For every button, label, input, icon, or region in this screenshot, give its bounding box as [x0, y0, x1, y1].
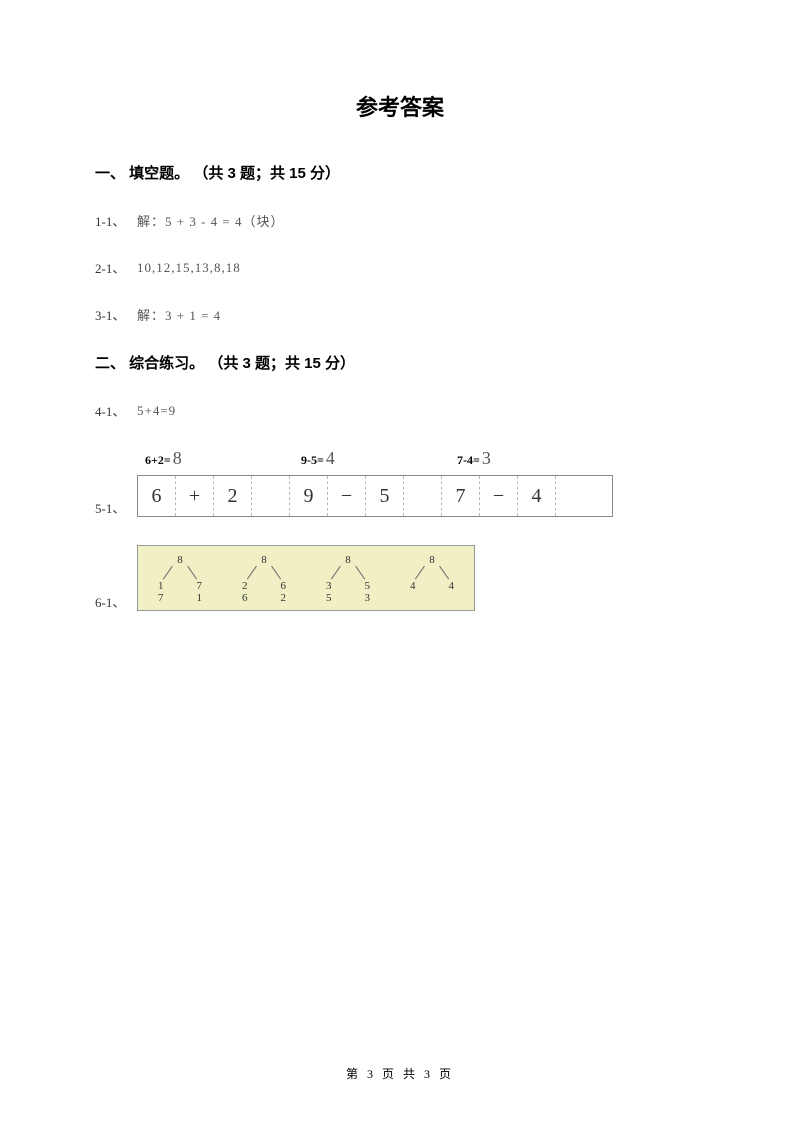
tree-top: 8: [429, 554, 435, 566]
answer-row: 1-1、 解：5 + 3 - 4 = 4（块）: [95, 211, 705, 230]
p5-ans: 3: [480, 448, 491, 468]
answer-row-5: 5-1、 6+2=8 9-5=4 7-4=3 6 + 2 9 − 5 7 − 4: [95, 448, 705, 517]
tree-bot-r: 1: [197, 592, 203, 604]
tree-mid-r: 7: [197, 580, 203, 592]
tree-arms-icon: [246, 566, 282, 580]
tree-top: 8: [261, 554, 267, 566]
p5-expr: 9-5=: [301, 453, 324, 467]
tree-arms-icon: [414, 566, 450, 580]
p5-grid: 6 + 2 9 − 5 7 − 4: [137, 475, 613, 517]
answer-text: 10,12,15,13,8,18: [137, 260, 241, 276]
p5-figure: 6+2=8 9-5=4 7-4=3 6 + 2 9 − 5 7 − 4: [137, 448, 613, 517]
tree-bot-l: 7: [158, 592, 164, 604]
answer-text: 解：5 + 3 - 4 = 4（块）: [137, 211, 285, 230]
p6-figure: 8 17 71 8 26 62 8 35 53 8 44: [137, 545, 475, 611]
number-tree: 8 26 62: [236, 554, 292, 604]
p5-cell: −: [328, 476, 366, 516]
section-heading-1: 一、 填空题。 （共 3 题；共 15 分）: [95, 162, 705, 183]
section-heading-2: 二、 综合练习。 （共 3 题；共 15 分）: [95, 352, 705, 373]
p5-top-row: 6+2=8 9-5=4 7-4=3: [137, 448, 613, 475]
number-tree: 8 17 71: [152, 554, 208, 604]
answer-label: 3-1、: [95, 305, 131, 324]
page-footer: 第 3 页 共 3 页: [0, 1065, 800, 1082]
tree-arms-icon: [162, 566, 198, 580]
p5-cell: 9: [290, 476, 328, 516]
answer-label: 6-1、: [95, 592, 131, 611]
tree-mid-r: 5: [365, 580, 371, 592]
p5-cell: +: [176, 476, 214, 516]
number-tree: 8 35 53: [320, 554, 376, 604]
answer-label: 4-1、: [95, 401, 131, 420]
p5-cell: [404, 476, 442, 516]
tree-mid-l: 1: [158, 580, 164, 592]
p5-ans: 8: [171, 448, 182, 468]
p5-ans: 4: [324, 448, 335, 468]
p5-cell: 6: [138, 476, 176, 516]
tree-bot-l: 6: [242, 592, 248, 604]
page-title: 参考答案: [95, 90, 705, 122]
tree-bot-r: 2: [281, 592, 287, 604]
p5-cell: [556, 476, 594, 516]
p5-expr: 6+2=: [145, 453, 171, 467]
tree-top: 8: [177, 554, 183, 566]
p5-expr: 7-4=: [457, 453, 480, 467]
tree-bot-l: 5: [326, 592, 332, 604]
tree-mid-r: 6: [281, 580, 287, 592]
answer-row: 4-1、 5+4=9: [95, 401, 705, 420]
answer-row: 3-1、 解：3 + 1 = 4: [95, 305, 705, 324]
answer-text: 解：3 + 1 = 4: [137, 305, 221, 324]
p5-cell: 5: [366, 476, 404, 516]
answer-row: 2-1、 10,12,15,13,8,18: [95, 258, 705, 277]
number-tree: 8 4 4: [404, 554, 460, 604]
answer-text: 5+4=9: [137, 403, 176, 419]
answer-label: 1-1、: [95, 211, 131, 230]
answer-label: 2-1、: [95, 258, 131, 277]
tree-mid-l: 2: [242, 580, 248, 592]
tree-mid-r: 4: [449, 580, 455, 592]
tree-top: 8: [345, 554, 351, 566]
answer-row-6: 6-1、 8 17 71 8 26 62 8 35 53 8: [95, 545, 705, 611]
tree-arms-icon: [330, 566, 366, 580]
p5-cell: [252, 476, 290, 516]
tree-mid-l: 3: [326, 580, 332, 592]
p5-cell: −: [480, 476, 518, 516]
tree-bot-r: 3: [365, 592, 371, 604]
p5-cell: 7: [442, 476, 480, 516]
p5-cell: 2: [214, 476, 252, 516]
p5-cell: 4: [518, 476, 556, 516]
page-content: 参考答案 一、 填空题。 （共 3 题；共 15 分） 1-1、 解：5 + 3…: [0, 0, 800, 611]
tree-mid-l: 4: [410, 580, 416, 592]
answer-label: 5-1、: [95, 498, 131, 517]
